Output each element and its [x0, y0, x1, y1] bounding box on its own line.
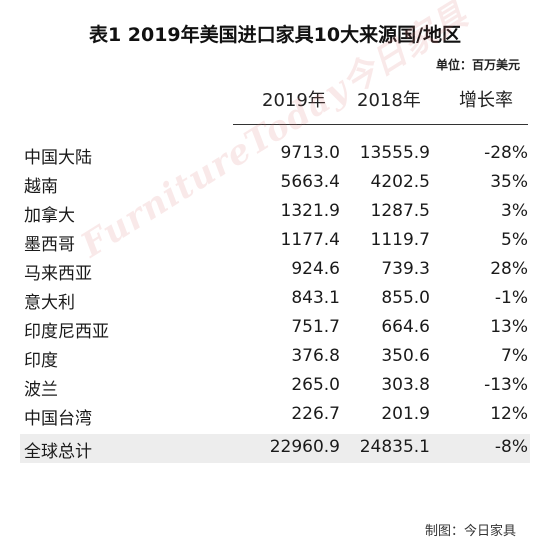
row-value-2018: 855.0 [381, 288, 430, 308]
row-growth-rate: 35% [490, 172, 528, 192]
table-header: 2019年 2018年 增长率 [0, 82, 550, 112]
row-value-2019: 226.7 [291, 404, 340, 424]
row-name: 意大利 [24, 293, 75, 313]
table-row: 中国台湾 226.7 201.9 12% [20, 401, 530, 430]
row-name: 马来西亚 [24, 264, 92, 284]
row-value-2019: 9713.0 [280, 143, 340, 163]
table-row: 加拿大 1321.9 1287.5 3% [20, 198, 530, 227]
row-name: 波兰 [24, 380, 58, 400]
row-value-2019: 751.7 [291, 317, 340, 337]
row-growth-rate: -13% [484, 375, 528, 395]
row-value-2018: 350.6 [381, 346, 430, 366]
row-value-2019: 376.8 [291, 346, 340, 366]
row-value-2018: 1119.7 [370, 230, 430, 250]
row-growth-rate: -1% [494, 288, 528, 308]
row-growth-rate: 5% [501, 230, 528, 250]
total-growth-rate: -8% [494, 437, 528, 457]
table-row: 越南 5663.4 4202.5 35% [20, 169, 530, 198]
table-row: 波兰 265.0 303.8 -13% [20, 372, 530, 401]
row-name: 中国大陆 [24, 148, 92, 168]
total-value-2018: 24835.1 [359, 437, 430, 457]
table-row: 中国大陆 9713.0 13555.9 -28% [20, 140, 530, 169]
table-title: 表1 2019年美国进口家具10大来源国/地区 [88, 24, 462, 46]
header-2019: 2019年 [262, 90, 326, 111]
table-row: 印度尼西亚 751.7 664.6 13% [20, 314, 530, 343]
row-value-2019: 843.1 [291, 288, 340, 308]
row-value-2018: 664.6 [381, 317, 430, 337]
data-table: 中国大陆 9713.0 13555.9 -28% 越南 5663.4 4202.… [20, 140, 530, 463]
row-growth-rate: 13% [490, 317, 528, 337]
row-name: 越南 [24, 177, 58, 197]
total-row: 全球总计 22960.9 24835.1 -8% [20, 434, 530, 463]
row-growth-rate: 7% [501, 346, 528, 366]
row-growth-rate: 28% [490, 259, 528, 279]
header-growth-rate: 增长率 [459, 90, 513, 111]
row-name: 印度尼西亚 [24, 322, 109, 342]
header-2018: 2018年 [357, 90, 421, 111]
table-row: 印度 376.8 350.6 7% [20, 343, 530, 372]
table-row: 意大利 843.1 855.0 -1% [20, 285, 530, 314]
row-value-2018: 303.8 [381, 375, 430, 395]
row-growth-rate: 12% [490, 404, 528, 424]
row-value-2019: 265.0 [291, 375, 340, 395]
row-growth-rate: 3% [501, 201, 528, 221]
row-name: 印度 [24, 351, 58, 371]
unit-label: 单位：百万美元 [435, 58, 520, 72]
row-value-2018: 201.9 [381, 404, 430, 424]
row-value-2018: 1287.5 [370, 201, 430, 221]
header-divider [233, 124, 528, 125]
row-value-2018: 4202.5 [370, 172, 430, 192]
row-value-2018: 739.3 [381, 259, 430, 279]
row-value-2019: 1321.9 [280, 201, 340, 221]
row-value-2019: 5663.4 [280, 172, 340, 192]
row-value-2019: 924.6 [291, 259, 340, 279]
row-name: 加拿大 [24, 206, 75, 226]
row-name: 墨西哥 [24, 235, 75, 255]
row-growth-rate: -28% [484, 143, 528, 163]
table-row: 马来西亚 924.6 739.3 28% [20, 256, 530, 285]
row-value-2019: 1177.4 [280, 230, 340, 250]
total-value-2019: 22960.9 [269, 437, 340, 457]
total-name: 全球总计 [24, 442, 92, 462]
chart-credit: 制图：今日家具 [424, 524, 516, 539]
row-name: 中国台湾 [24, 409, 92, 429]
row-value-2018: 13555.9 [359, 143, 430, 163]
table-row: 墨西哥 1177.4 1119.7 5% [20, 227, 530, 256]
